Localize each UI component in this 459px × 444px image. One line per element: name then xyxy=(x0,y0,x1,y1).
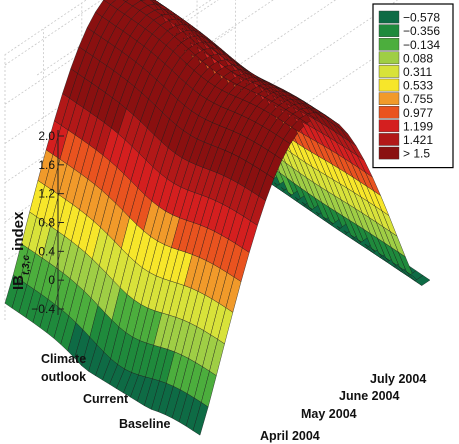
z-axis: 2.0 1.6 1.2 0.8 0.4 0 −0.4 xyxy=(31,129,64,316)
surface-patch xyxy=(103,0,117,5)
scenario-label-climate-outlook: Climate outlook xyxy=(41,352,90,384)
surface-patch xyxy=(414,275,431,286)
z-tick-label: 1.6 xyxy=(38,158,55,172)
z-tick-label: 0 xyxy=(48,273,55,287)
surface-mesh xyxy=(4,0,431,436)
legend-swatch xyxy=(378,92,400,105)
legend-swatch xyxy=(378,133,400,146)
z-axis-label-main: IB xyxy=(10,275,27,290)
legend-label: −0.356 xyxy=(403,24,440,38)
legend-label: 0.088 xyxy=(403,51,433,65)
scenario-label-climate-outlook-line2: outlook xyxy=(41,370,86,384)
legend-label: 1.199 xyxy=(403,119,433,133)
z-tick-label: 2.0 xyxy=(38,129,55,143)
legend-swatch xyxy=(378,51,400,65)
scenario-label-current: Current xyxy=(83,392,129,406)
z-tick-label: 0.4 xyxy=(38,244,55,258)
legend-label: 0.533 xyxy=(403,79,433,93)
month-label-june: June 2004 xyxy=(339,389,400,403)
z-tick-label: 1.2 xyxy=(38,187,55,201)
legend-label: 0.755 xyxy=(403,92,433,106)
month-label-may: May 2004 xyxy=(301,407,357,421)
legend-swatch xyxy=(378,119,400,133)
legend-swatch xyxy=(378,38,400,51)
z-tick-label: 0.8 xyxy=(38,216,55,230)
legend-swatch xyxy=(378,24,400,37)
legend-swatch xyxy=(378,65,400,78)
scenario-label-climate-outlook-line1: Climate xyxy=(41,352,86,366)
z-axis-label-rest: index xyxy=(10,211,27,255)
legend: −0.578−0.356−0.1340.0880.3110.5330.7550.… xyxy=(372,3,454,169)
legend-label: 0.977 xyxy=(403,106,433,120)
legend-label: 1.421 xyxy=(403,133,433,147)
z-tick-label: −0.4 xyxy=(31,302,55,316)
legend-label: > 1.5 xyxy=(403,147,430,161)
month-label-july: July 2004 xyxy=(370,372,426,386)
legend-swatch xyxy=(378,146,400,160)
legend-label: −0.578 xyxy=(403,11,440,25)
scenario-label-baseline: Baseline xyxy=(119,417,170,431)
legend-swatch xyxy=(378,10,400,24)
month-label-april: April 2004 xyxy=(260,429,320,443)
legend-label: 0.311 xyxy=(403,65,432,79)
surface-patch xyxy=(122,0,129,2)
legend-label: −0.134 xyxy=(403,38,440,52)
legend-swatch xyxy=(378,105,400,119)
legend-swatch xyxy=(378,78,400,92)
z-axis-label: IBt,3,c index xyxy=(10,211,32,290)
z-axis-label-sub: t,3,c xyxy=(21,255,32,275)
